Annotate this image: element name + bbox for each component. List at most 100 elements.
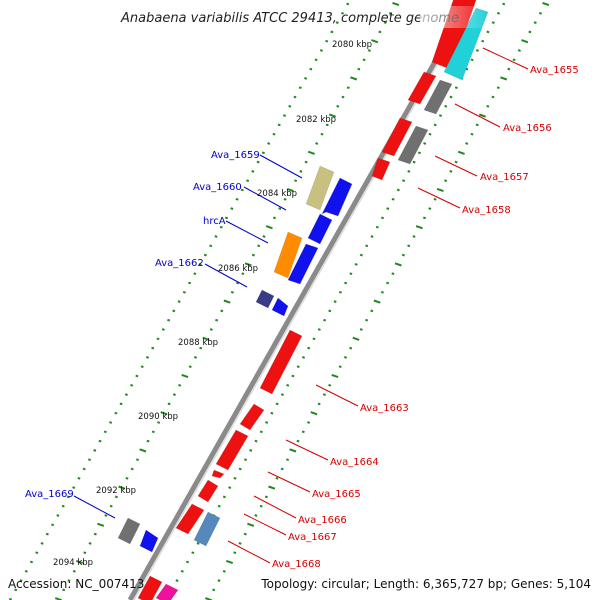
tick-mark xyxy=(338,290,342,294)
tick-mark xyxy=(349,346,353,350)
label-ava-1669[interactable]: Ava_1669 xyxy=(25,489,74,500)
tick-mark xyxy=(98,439,102,443)
gene-shape-blue-bottom[interactable] xyxy=(139,529,159,553)
gene-shape-hrca[interactable] xyxy=(273,231,303,279)
kbp-label: 2094 kbp xyxy=(53,558,93,568)
tick-mark xyxy=(240,188,244,192)
label-ava-1660[interactable]: Ava_1660 xyxy=(193,182,242,193)
label-ava-1657[interactable]: Ava_1657 xyxy=(480,172,529,183)
tick-mark xyxy=(114,495,118,499)
connector-ava-1664 xyxy=(285,439,329,461)
gene-shape-ava-1665[interactable] xyxy=(211,469,225,479)
tick-mark xyxy=(354,263,358,266)
tick-mark xyxy=(291,374,295,378)
tick-mark xyxy=(412,160,416,164)
label-ava-1662[interactable]: Ava_1662 xyxy=(155,258,204,269)
tick-mark xyxy=(309,67,313,71)
gene-shape-ava-1666[interactable] xyxy=(197,479,219,503)
tick-mark xyxy=(156,337,160,341)
tick-mark xyxy=(280,393,284,396)
tick-mark xyxy=(251,253,255,257)
tick-mark xyxy=(265,421,269,424)
tick-mark xyxy=(359,253,363,257)
tick-mark xyxy=(130,383,134,387)
gene-shape-ava-1656[interactable] xyxy=(423,79,453,115)
tick-mark xyxy=(246,179,250,183)
tick-mark xyxy=(93,532,97,536)
gene-shape-ava-1660[interactable] xyxy=(320,177,353,217)
connector-ava-1659 xyxy=(259,154,303,179)
label-ava-1665[interactable]: Ava_1665 xyxy=(312,489,361,500)
label-ava-1655[interactable]: Ava_1655 xyxy=(530,65,579,76)
tick-mark xyxy=(428,132,432,136)
tick-mark xyxy=(172,309,176,313)
tick-mark xyxy=(333,300,337,303)
label-ava-1664[interactable]: Ava_1664 xyxy=(330,457,379,468)
tick-mark xyxy=(45,532,49,536)
label-hrca[interactable]: hrcA xyxy=(203,216,226,227)
tick-mark xyxy=(428,207,432,210)
tick-mark xyxy=(278,207,282,210)
tick-mark xyxy=(289,448,297,453)
tick-mark xyxy=(394,262,402,267)
gene-shape-ava-1664-b[interactable] xyxy=(215,429,249,471)
tick-mark xyxy=(228,486,232,489)
tick-mark xyxy=(193,272,197,276)
label-ava-1658[interactable]: Ava_1658 xyxy=(462,205,511,216)
tick-mark xyxy=(233,476,237,480)
tick-mark xyxy=(407,170,411,173)
tick-mark xyxy=(328,383,332,387)
tick-mark xyxy=(267,142,271,145)
tick-mark xyxy=(264,495,268,499)
connector-ava-1669 xyxy=(73,495,116,519)
tick-mark xyxy=(449,95,453,99)
gene-shape-red-3[interactable] xyxy=(381,117,413,157)
connector-ava-1666 xyxy=(253,495,297,519)
gene-shape-blue-2[interactable] xyxy=(307,213,333,245)
tick-mark xyxy=(288,104,292,108)
kbp-label: 2092 kbp xyxy=(96,486,136,496)
gene-shape-ava-1657[interactable] xyxy=(397,125,429,165)
label-ava-1667[interactable]: Ava_1667 xyxy=(288,532,337,543)
gene-shape-ava-1658[interactable] xyxy=(371,157,391,181)
tick-mark xyxy=(61,504,65,508)
tick-mark xyxy=(491,21,495,24)
label-ava-1666[interactable]: Ava_1666 xyxy=(298,515,347,526)
tick-mark xyxy=(486,104,490,108)
gene-shape-ava-1663[interactable] xyxy=(259,329,303,395)
gene-shape-ava-1662[interactable] xyxy=(255,289,275,309)
gene-shape-blue-3[interactable] xyxy=(287,243,319,285)
tick-mark xyxy=(215,318,219,322)
tick-mark xyxy=(29,560,34,564)
tick-mark xyxy=(346,2,350,6)
gene-shape-ava-1659[interactable] xyxy=(305,165,335,211)
tick-mark xyxy=(294,179,298,183)
gene-shape-ava-1667[interactable] xyxy=(175,503,205,535)
gene-shape-magenta-bottom[interactable] xyxy=(155,583,179,600)
connector-ava-1665 xyxy=(267,471,311,493)
gene-shape-blue-4[interactable] xyxy=(271,297,289,317)
tick-mark xyxy=(310,411,318,416)
label-ava-1659[interactable]: Ava_1659 xyxy=(211,150,260,161)
tick-mark xyxy=(118,485,126,490)
label-ava-1668[interactable]: Ava_1668 xyxy=(272,559,321,570)
tick-mark xyxy=(233,551,237,555)
kbp-label: 2080 kbp xyxy=(332,40,372,50)
tick-mark xyxy=(196,542,200,545)
tick-mark xyxy=(51,523,55,527)
tick-mark xyxy=(320,132,324,136)
gene-shape-ava-1664-a[interactable] xyxy=(239,403,265,431)
tick-mark xyxy=(135,458,140,462)
label-ava-1656[interactable]: Ava_1656 xyxy=(503,123,552,134)
tick-mark xyxy=(157,421,161,424)
tick-mark xyxy=(219,225,223,229)
gene-shape-ava-1669[interactable] xyxy=(117,517,141,545)
gene-shape-ava-1668[interactable] xyxy=(193,511,221,547)
gene-shape-red-2[interactable] xyxy=(407,71,437,105)
tick-mark xyxy=(304,160,308,164)
gene-shape-red-bottom[interactable] xyxy=(137,575,163,600)
tick-mark xyxy=(328,113,337,118)
tick-mark xyxy=(349,272,353,276)
label-ava-1663[interactable]: Ava_1663 xyxy=(360,403,409,414)
